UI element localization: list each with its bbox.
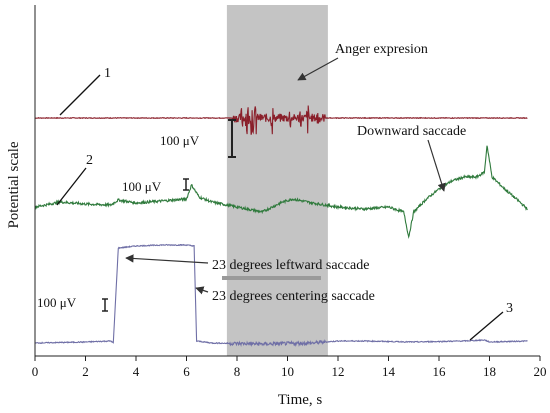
- y-axis-title: Potential scale: [6, 141, 22, 228]
- x-axis-title: Time, s: [278, 392, 323, 408]
- scale-label-1: 100 μV: [160, 133, 200, 148]
- centering-label: 23 degrees centering saccade: [212, 289, 375, 304]
- leftward-arrow: [125, 254, 209, 264]
- x-tick-label: 12: [332, 364, 345, 379]
- x-tick-label: 2: [82, 364, 89, 379]
- trace-3-label: 3: [506, 301, 513, 316]
- downward-arrow: [427, 139, 446, 192]
- trace-1-label: 1: [104, 66, 111, 81]
- x-tick-label: 20: [534, 364, 547, 379]
- x-tick-label: 0: [32, 364, 39, 379]
- x-tick-label: 4: [133, 364, 140, 379]
- scale-label-3: 100 μV: [37, 295, 77, 310]
- trace-1-line: [35, 105, 528, 135]
- x-ticks: 0 2 4 6 8 10 12 14 16 18 20: [32, 356, 547, 379]
- leftward-label: 23 degrees leftward saccade: [212, 258, 369, 273]
- trace-2-label: 2: [86, 153, 93, 168]
- shaded-interval: [226, 5, 328, 356]
- x-tick-label: 8: [234, 364, 241, 379]
- trace-2-leader: [56, 167, 87, 206]
- anger-label: Anger expresion: [335, 42, 428, 57]
- scale-label-2: 100 μV: [122, 179, 162, 194]
- downward-label: Downward saccade: [357, 124, 466, 139]
- scale-bar-1: [228, 119, 236, 158]
- x-tick-label: 6: [183, 364, 190, 379]
- trace-1-leader: [59, 74, 101, 116]
- centering-arrow: [195, 286, 209, 295]
- x-tick-label: 16: [433, 364, 447, 379]
- scale-bar-3: [102, 298, 108, 312]
- x-tick-label: 14: [382, 364, 396, 379]
- trace-3-leader: [469, 311, 504, 341]
- scale-bar-2: [183, 178, 189, 191]
- x-tick-label: 10: [281, 364, 294, 379]
- anger-arrow: [297, 57, 339, 81]
- x-tick-label: 18: [483, 364, 496, 379]
- trace-3-line: [34, 243, 528, 348]
